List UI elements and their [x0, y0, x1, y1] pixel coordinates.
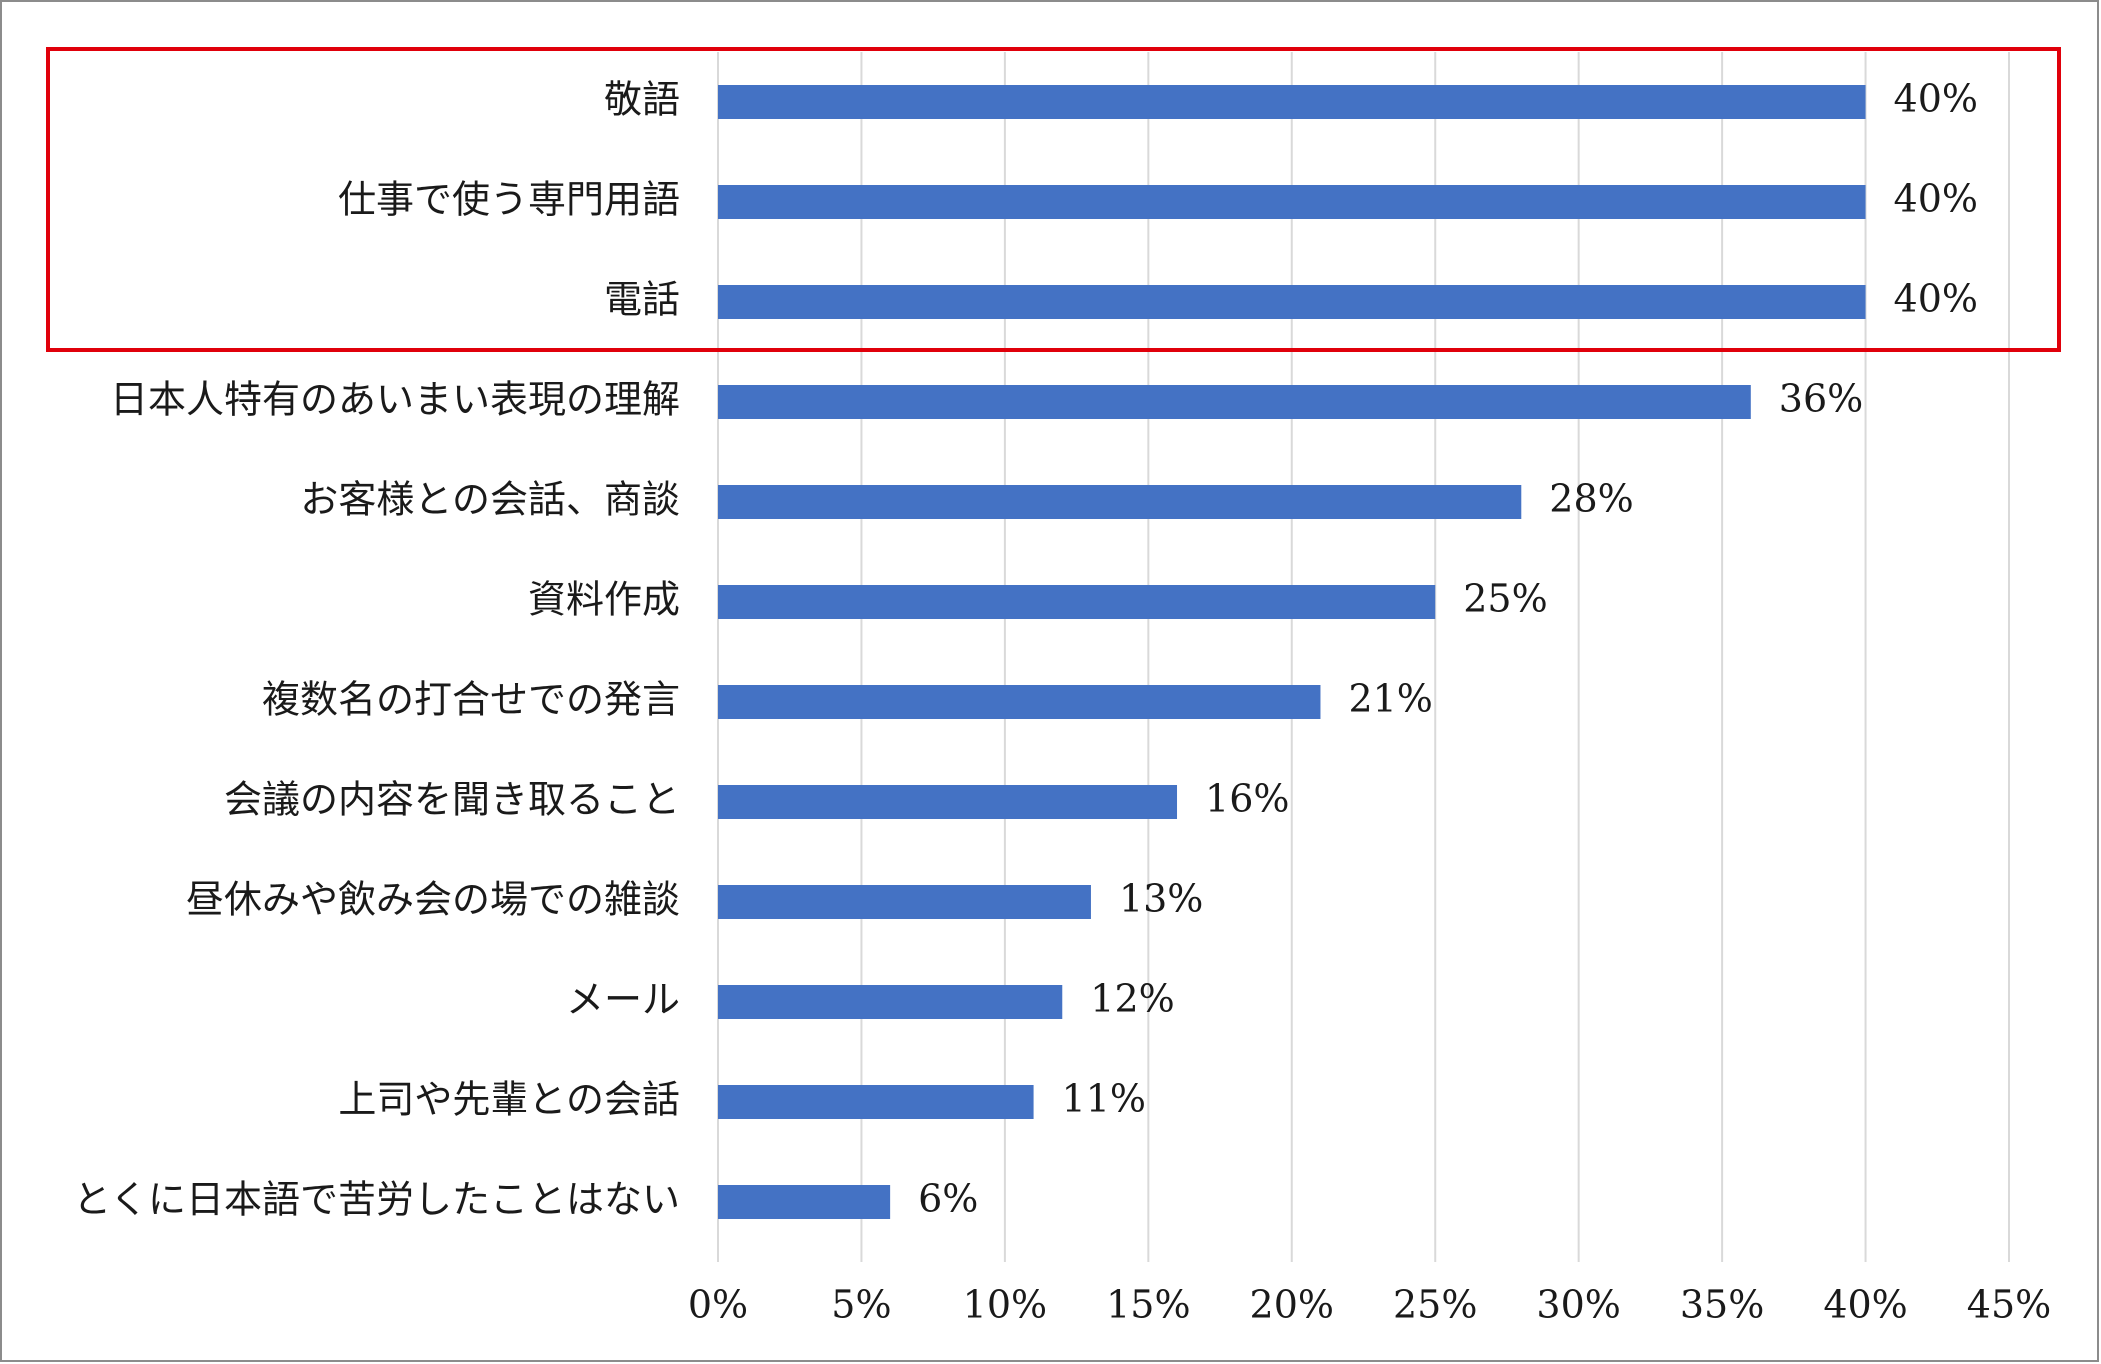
- bar-7: [718, 785, 1178, 819]
- value-label-4: 28%: [1549, 477, 1633, 521]
- x-tick-label-9: 45%: [1967, 1283, 2051, 1327]
- value-label-10: 11%: [1062, 1077, 1146, 1121]
- x-tick-label-6: 30%: [1536, 1283, 1620, 1327]
- x-tick-labels: 0% 5% 10% 15% 20% 25% 30% 35% 40% 45%: [688, 1283, 2051, 1327]
- value-labels: 40% 40% 40% 36% 28% 25% 21% 16% 13% 12% 11% 6%: [918, 77, 1978, 1221]
- bar-4: [718, 485, 1522, 519]
- bar-0: [718, 85, 1866, 119]
- bar-10: [718, 1085, 1034, 1119]
- value-label-5: 25%: [1463, 577, 1547, 621]
- category-label-0: 敬語: [604, 78, 680, 122]
- category-label-10: 上司や先輩との会話: [338, 1078, 680, 1122]
- category-label-1: 仕事で使う専門用語: [338, 178, 680, 222]
- category-label-7: 会議の内容を聞き取ること: [224, 778, 680, 822]
- category-label-4: お客様との会話、商談: [300, 478, 680, 522]
- x-tick-label-2: 10%: [963, 1283, 1047, 1327]
- value-label-2: 40%: [1894, 277, 1978, 321]
- x-tick-label-8: 40%: [1823, 1283, 1907, 1327]
- value-label-0: 40%: [1894, 77, 1978, 121]
- bar-8: [718, 885, 1091, 919]
- value-label-9: 12%: [1090, 977, 1174, 1021]
- bar-1: [718, 185, 1866, 219]
- x-tick-label-3: 15%: [1106, 1283, 1190, 1327]
- bar-5: [718, 585, 1436, 619]
- bar-3: [718, 385, 1751, 419]
- highlight-box: [46, 47, 2061, 352]
- category-label-6: 複数名の打合せでの発言: [262, 678, 680, 722]
- category-labels: 敬語仕事で使う専門用語電話日本人特有のあいまい表現の理解お客様との会話、商談資料…: [73, 78, 680, 1222]
- grid-lines: [717, 52, 2010, 1262]
- category-label-5: 資料作成: [528, 578, 680, 622]
- value-label-7: 16%: [1205, 777, 1289, 821]
- category-label-2: 電話: [604, 278, 680, 322]
- category-label-11: とくに日本語で苦労したことはない: [73, 1178, 680, 1222]
- bar-2: [718, 285, 1866, 319]
- highlight-box-group: [46, 47, 2061, 352]
- bar-6: [718, 685, 1321, 719]
- bar-11: [718, 1185, 891, 1219]
- x-tick-label-7: 35%: [1680, 1283, 1764, 1327]
- category-label-8: 昼休みや飲み会の場での雑談: [186, 878, 680, 922]
- value-label-1: 40%: [1894, 177, 1978, 221]
- value-label-6: 21%: [1348, 677, 1432, 721]
- category-label-3: 日本人特有のあいまい表現の理解: [110, 378, 680, 422]
- value-label-8: 13%: [1119, 877, 1203, 921]
- x-tick-label-5: 25%: [1393, 1283, 1477, 1327]
- value-label-3: 36%: [1779, 377, 1863, 421]
- bar-9: [718, 985, 1063, 1019]
- x-tick-label-4: 20%: [1250, 1283, 1334, 1327]
- x-tick-label-1: 5%: [831, 1283, 891, 1327]
- x-tick-label-0: 0%: [688, 1283, 748, 1327]
- bars: [718, 85, 1866, 1219]
- value-label-11: 6%: [918, 1177, 978, 1221]
- category-label-9: メール: [566, 978, 680, 1022]
